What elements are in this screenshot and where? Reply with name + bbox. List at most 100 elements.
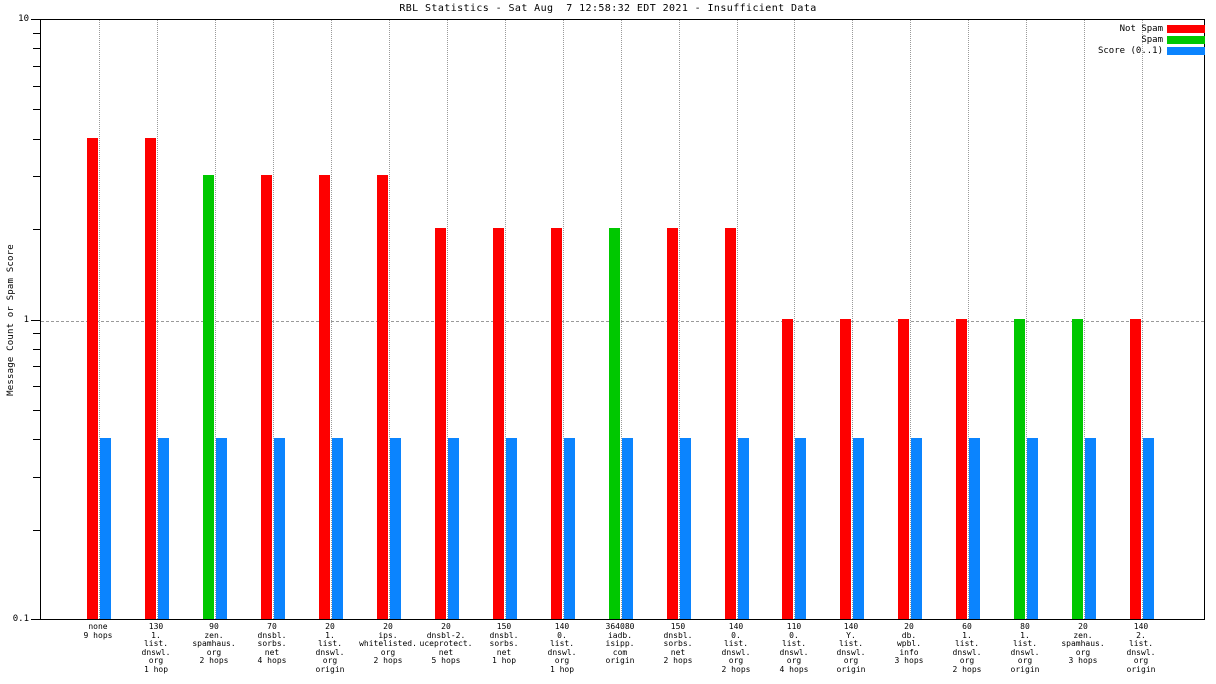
legend-label: Not Spam: [1119, 24, 1163, 34]
x-axis-label-line: list.: [143, 639, 169, 649]
x-axis-label-line: org: [728, 656, 744, 666]
x-axis-label-line: 3 hops: [894, 656, 924, 666]
x-axis-label-line: org: [1075, 647, 1091, 657]
x-axis-label-line: 140: [554, 622, 570, 631]
horizontal-gridline: [41, 320, 1204, 322]
not-spam-bar: [1130, 318, 1141, 619]
grid-layer: [41, 20, 1204, 619]
legend-label: Spam: [1141, 35, 1163, 45]
vertical-gridline: [157, 20, 158, 619]
x-axis-label-line: list.: [781, 639, 807, 649]
vertical-gridline: [273, 20, 274, 619]
x-axis-label-line: 60: [962, 622, 972, 631]
x-axis-group-label: 150 dnsbl. sorbs. net 1 hop: [475, 622, 533, 666]
x-axis-label-line: spamhaus.: [1061, 639, 1105, 649]
score-bar: [622, 438, 633, 619]
not-spam-bar: [898, 318, 909, 619]
page-title: RBL Statistics - Sat Aug 7 12:58:32 EDT …: [399, 3, 817, 14]
legend-label: Score (0..1): [1097, 46, 1163, 56]
x-axis-label-line: list.: [723, 639, 749, 649]
x-axis-label-line: spamhaus.: [192, 639, 236, 649]
x-axis-label-line: sorbs.: [489, 639, 519, 649]
score-bar: [853, 438, 864, 619]
x-axis-label-line: 0.: [557, 630, 567, 640]
x-axis-label-line: org: [959, 656, 975, 666]
vertical-gridline: [968, 20, 969, 619]
y-axis-minor-tick: [33, 366, 40, 368]
x-axis-label-line: 1 hop: [549, 664, 575, 674]
vertical-gridline: [1142, 20, 1143, 619]
x-axis-label-line: 1.: [1020, 630, 1030, 640]
not-spam-bar: [840, 318, 851, 619]
score-bar: [390, 438, 401, 619]
x-axis-label-line: org: [380, 647, 396, 657]
spam-bar: [203, 175, 214, 619]
x-axis-label-line: dnswl.: [547, 647, 577, 657]
y-axis-minor-tick: [33, 85, 40, 87]
y-axis-minor-tick: [33, 138, 40, 140]
x-axis-label-line: dnsbl.: [663, 630, 693, 640]
x-axis-group-label: 140 Y. list. dnswl. org origin: [822, 622, 880, 675]
not-spam-bar: [551, 228, 562, 619]
x-axis-label-line: 0.: [731, 630, 741, 640]
vertical-gridline: [563, 20, 564, 619]
x-axis-label-line: iadb.: [607, 630, 633, 640]
x-axis-label-line: org: [554, 656, 570, 666]
not-spam-bar: [145, 137, 156, 619]
x-axis-label-line: origin: [836, 664, 866, 674]
bars-layer: [41, 20, 1204, 619]
x-axis-group-label: 150 dnsbl. sorbs. net 2 hops: [649, 622, 707, 666]
x-axis-label-line: origin: [1126, 664, 1156, 674]
score-bar: [506, 438, 517, 619]
vertical-gridline: [794, 20, 795, 619]
x-axis-label-line: 2 hops: [373, 656, 403, 666]
x-axis-label-line: org: [206, 647, 222, 657]
vertical-gridline: [679, 20, 680, 619]
x-axis-label-line: dnsbl-2.: [426, 630, 466, 640]
x-axis-label-line: list.: [1012, 639, 1038, 649]
not-spam-bar: [377, 175, 388, 619]
x-axis-group-label: 130 1. list. dnswl. org 1 hop: [127, 622, 185, 675]
x-axis-label-line: net: [496, 647, 512, 657]
not-spam-bar: [667, 228, 678, 619]
x-axis-label-line: 3 hops: [1068, 656, 1098, 666]
y-axis-tick-label: 0.1: [12, 614, 29, 624]
x-axis-label-line: list.: [838, 639, 864, 649]
x-axis-label-line: dnswl.: [315, 647, 345, 657]
y-axis-major-tick: [31, 319, 40, 321]
x-axis-label-line: 0.: [789, 630, 799, 640]
y-axis-minor-tick: [33, 529, 40, 531]
x-axis-label-line: isipp.: [605, 639, 635, 649]
x-axis-label-line: 20: [1078, 622, 1088, 631]
x-axis-group-label: 80 1. list. dnswl. org origin: [996, 622, 1054, 675]
y-axis-minor-tick: [33, 65, 40, 67]
x-axis-group-label: 20 zen. spamhaus. org 3 hops: [1054, 622, 1112, 666]
x-axis-label-line: 110: [786, 622, 802, 631]
x-axis-label-line: 130: [148, 622, 164, 631]
score-bar: [100, 438, 111, 619]
score-bar: [795, 438, 806, 619]
x-axis-label-line: origin: [1010, 664, 1040, 674]
score-bar: [1085, 438, 1096, 619]
y-axis-minor-tick: [33, 333, 40, 335]
x-axis-label-line: dnswl.: [721, 647, 751, 657]
x-axis-labels: none 9 hops 130 1. list. dnswl. org 1 hop 90 zen.…: [40, 622, 1205, 684]
x-axis-label-line: 9 hops: [83, 630, 113, 640]
score-bar: [274, 438, 285, 619]
x-axis-label-line: wpbl.: [896, 639, 922, 649]
x-axis-label-line: 2 hops: [663, 656, 693, 666]
x-axis-label-line: list.: [954, 639, 980, 649]
x-axis-label-line: com: [612, 647, 628, 657]
y-axis-minor-tick: [33, 48, 40, 50]
y-axis-minor-tick: [33, 476, 40, 478]
score-bar: [216, 438, 227, 619]
x-axis-label-line: db.: [901, 630, 917, 640]
x-axis-label-line: dnswl.: [141, 647, 171, 657]
score-bar: [680, 438, 691, 619]
x-axis-label-line: none: [88, 622, 108, 631]
x-axis-label-line: 90: [209, 622, 219, 631]
x-axis-group-label: none 9 hops: [69, 622, 127, 640]
y-axis-minor-tick: [33, 109, 40, 111]
x-axis-label-line: zen.: [1073, 630, 1093, 640]
y-axis-minor-tick: [33, 229, 40, 231]
